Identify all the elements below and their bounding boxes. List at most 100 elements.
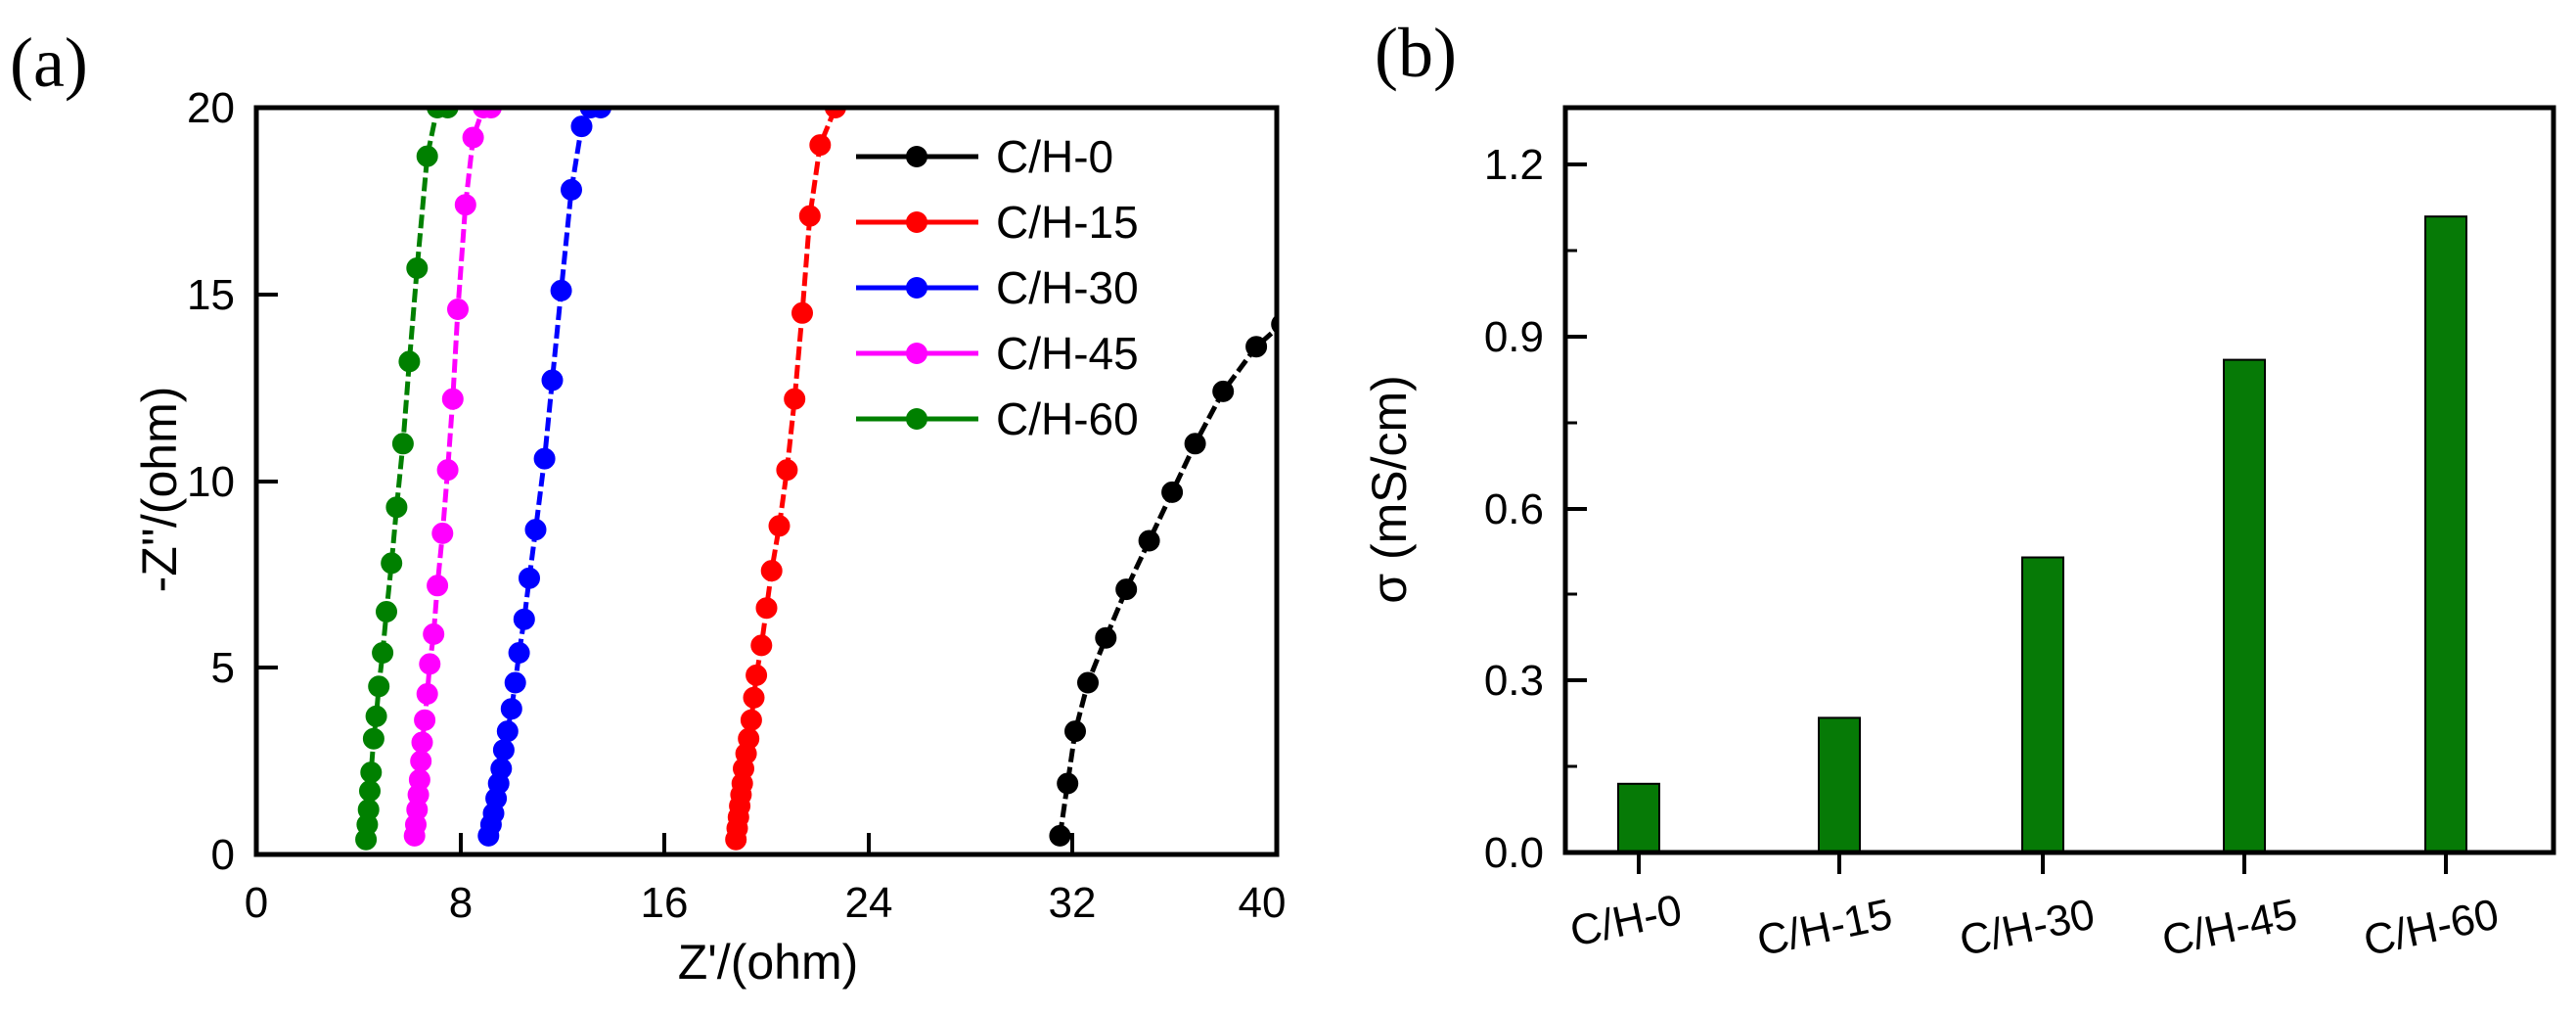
a-xtick-label: 32 [1049, 879, 1097, 927]
data-point [524, 519, 547, 541]
a-xtick-label: 40 [1239, 879, 1287, 927]
legend-marker [906, 343, 927, 364]
panel-a-ticks [254, 106, 1279, 856]
b-category-label: C/H-30 [1956, 890, 2100, 965]
data-point [1138, 530, 1160, 552]
data-point [359, 780, 381, 803]
legend-label: C/H-60 [996, 393, 1139, 444]
a-xtick-label: 0 [245, 879, 268, 927]
data-point [492, 739, 515, 761]
data-point [419, 653, 441, 675]
data-point [1077, 671, 1099, 694]
data-point [519, 567, 540, 589]
data-point [784, 388, 806, 410]
data-point [791, 301, 813, 324]
data-point [411, 731, 433, 754]
data-point [406, 257, 429, 279]
b-ytick-label: 0.0 [1484, 829, 1544, 877]
data-point [408, 768, 430, 791]
data-point [1095, 626, 1117, 649]
data-point [1245, 336, 1268, 358]
bar-C/H-15 [1818, 716, 1861, 854]
panel-b-label: (b) [1375, 14, 1457, 92]
panel-a-series-group [355, 108, 1277, 851]
data-point [508, 642, 530, 664]
legend-marker [906, 146, 927, 167]
legend-marker [906, 211, 927, 233]
panel-b: (b) 0.0 0.3 0.6 0.9 1.2 [1362, 14, 2556, 965]
panel-a-legend: C/H-0 C/H-15 C/H-30 C/H-45 C/H-60 [856, 131, 1139, 444]
data-point [1057, 772, 1079, 795]
data-point [410, 750, 432, 772]
panel-a: (a) 0 5 10 15 20 0 8 16 24 32 [10, 23, 1287, 990]
bar-C/H-60 [2424, 215, 2467, 853]
data-point [738, 727, 760, 750]
data-point [1212, 380, 1235, 402]
data-point [513, 608, 535, 630]
b-category-label: C/H-45 [2158, 890, 2302, 965]
a-xtick-label: 16 [641, 879, 689, 927]
data-point [561, 178, 582, 201]
panel-b-plot-frame [1562, 105, 2556, 855]
legend-label: C/H-45 [996, 328, 1139, 379]
data-point [776, 459, 798, 482]
data-point [809, 134, 832, 157]
a-ytick-label: 10 [187, 458, 235, 506]
panel-a-data-layer [355, 108, 1277, 851]
data-point [360, 761, 383, 784]
data-point [1161, 481, 1184, 503]
b-category-label: C/H-15 [1753, 890, 1897, 965]
data-point [550, 279, 572, 301]
data-point [541, 369, 564, 392]
data-point [740, 709, 762, 731]
data-point [824, 108, 846, 118]
legend-marker [906, 277, 927, 299]
b-ytick-label: 0.9 [1484, 313, 1544, 361]
data-point [362, 727, 384, 750]
b-category-label: C/H-60 [2360, 890, 2504, 965]
data-point [490, 758, 513, 780]
panel-b-data-layer [1617, 215, 2467, 854]
legend-label: C/H-15 [996, 197, 1139, 248]
a-ytick-label: 5 [211, 644, 235, 692]
data-point [427, 575, 449, 597]
data-point [768, 515, 791, 537]
a-ytick-label: 15 [187, 271, 235, 319]
b-category-label: C/H-0 [1566, 886, 1687, 956]
data-point [1115, 578, 1138, 601]
data-point [462, 126, 484, 149]
data-point [1184, 433, 1206, 455]
data-point [381, 552, 403, 575]
a-xtick-label: 24 [845, 879, 893, 927]
a-xtick-label: 8 [449, 879, 473, 927]
legend-label: C/H-0 [996, 131, 1113, 182]
data-point [798, 205, 821, 227]
data-point [750, 634, 773, 657]
a-ytick-label: 20 [187, 84, 235, 132]
data-point [590, 108, 611, 118]
data-point [755, 597, 778, 620]
panel-b-ticks [1565, 162, 2448, 874]
data-point [570, 115, 593, 138]
data-point [416, 683, 438, 705]
data-point [436, 108, 459, 118]
data-point [414, 709, 436, 731]
data-point [423, 622, 445, 645]
data-point [365, 705, 387, 727]
data-point [496, 720, 519, 743]
data-point [357, 799, 380, 821]
b-ytick-label: 1.2 [1484, 141, 1544, 189]
data-point [368, 675, 390, 698]
data-point [431, 522, 454, 544]
a-x-axis-title: Z'/(ohm) [678, 935, 859, 990]
a-ytick-label: 0 [211, 831, 235, 879]
data-point [454, 194, 476, 216]
data-point [479, 108, 502, 118]
data-point [504, 671, 526, 694]
data-point [372, 642, 394, 664]
bar-C/H-30 [2021, 556, 2064, 853]
b-ytick-label: 0.6 [1484, 485, 1544, 533]
data-point [416, 145, 438, 167]
data-point [441, 388, 464, 410]
